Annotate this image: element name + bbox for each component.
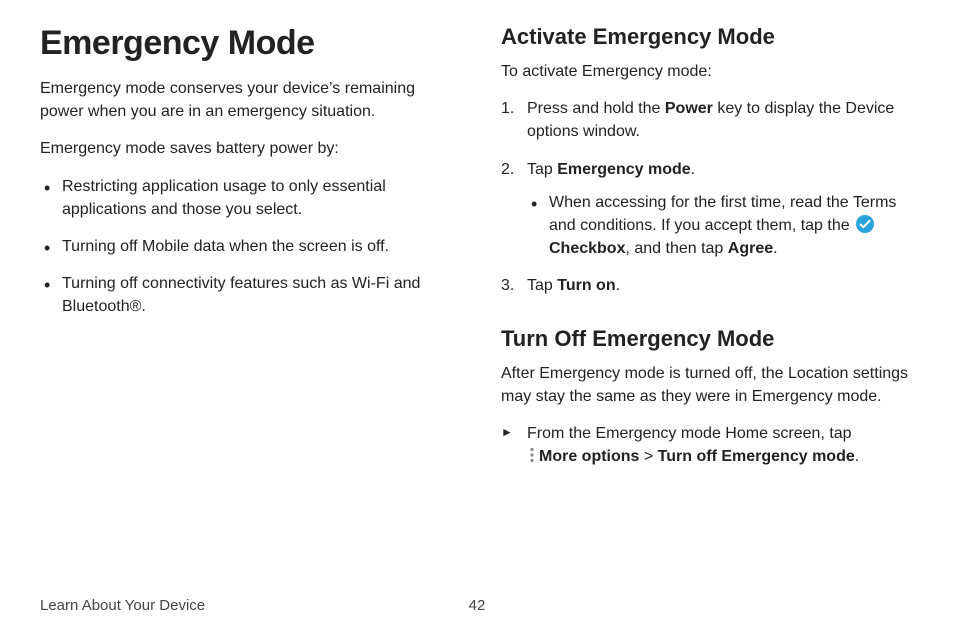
sub-bold: Checkbox <box>549 240 625 257</box>
step-text: . <box>616 277 620 294</box>
step-item: Press and hold the Power key to display … <box>501 97 914 143</box>
checkbox-icon <box>856 215 874 233</box>
sub-text: . <box>773 240 777 257</box>
lead-paragraph: Emergency mode saves battery power by: <box>40 137 453 160</box>
item-bold: More options <box>539 448 639 465</box>
turnoff-intro: After Emergency mode is turned off, the … <box>501 362 914 408</box>
more-options-icon <box>527 447 537 463</box>
left-column: Emergency Mode Emergency mode conserves … <box>40 24 453 482</box>
sub-text: , and then tap <box>625 240 727 257</box>
activate-heading: Activate Emergency Mode <box>501 24 914 50</box>
step-item: Tap Emergency mode. When accessing for t… <box>501 158 914 261</box>
footer-page-number: 42 <box>469 597 486 614</box>
intro-paragraph: Emergency mode conserves your device’s r… <box>40 77 453 123</box>
sub-item: When accessing for the first time, read … <box>527 191 914 261</box>
turnoff-list: From the Emergency mode Home screen, tap… <box>501 422 914 468</box>
right-column: Activate Emergency Mode To activate Emer… <box>501 24 914 482</box>
step-bold: Emergency mode <box>557 161 690 178</box>
step-item: Tap Turn on. <box>501 274 914 297</box>
item-bold: Turn off Emergency mode <box>658 448 855 465</box>
save-power-list: Restricting application usage to only es… <box>40 175 453 319</box>
page-columns: Emergency Mode Emergency mode conserves … <box>40 24 914 482</box>
activate-intro: To activate Emergency mode: <box>501 60 914 83</box>
step-bold: Power <box>665 100 713 117</box>
item-text: . <box>855 448 859 465</box>
page-title: Emergency Mode <box>40 24 453 63</box>
sub-bold: Agree <box>728 240 773 257</box>
step-text: Tap <box>527 277 557 294</box>
list-item: Turning off Mobile data when the screen … <box>40 235 453 258</box>
arrow-item: From the Emergency mode Home screen, tap… <box>501 422 914 468</box>
list-item: Turning off connectivity features such a… <box>40 272 453 318</box>
activate-steps: Press and hold the Power key to display … <box>501 97 914 297</box>
list-item: Restricting application usage to only es… <box>40 175 453 221</box>
footer-section: Learn About Your Device <box>40 597 205 614</box>
step-bold: Turn on <box>557 277 615 294</box>
item-text: > <box>639 448 657 465</box>
item-text: From the Emergency mode Home screen, tap <box>527 425 852 442</box>
page-footer: Learn About Your Device 42 <box>40 597 914 614</box>
step-text: Press and hold the <box>527 100 665 117</box>
sub-list: When accessing for the first time, read … <box>527 191 914 261</box>
turnoff-heading: Turn Off Emergency Mode <box>501 326 914 352</box>
sub-text: When accessing for the first time, read … <box>549 194 896 234</box>
step-text: . <box>691 161 695 178</box>
step-text: Tap <box>527 161 557 178</box>
